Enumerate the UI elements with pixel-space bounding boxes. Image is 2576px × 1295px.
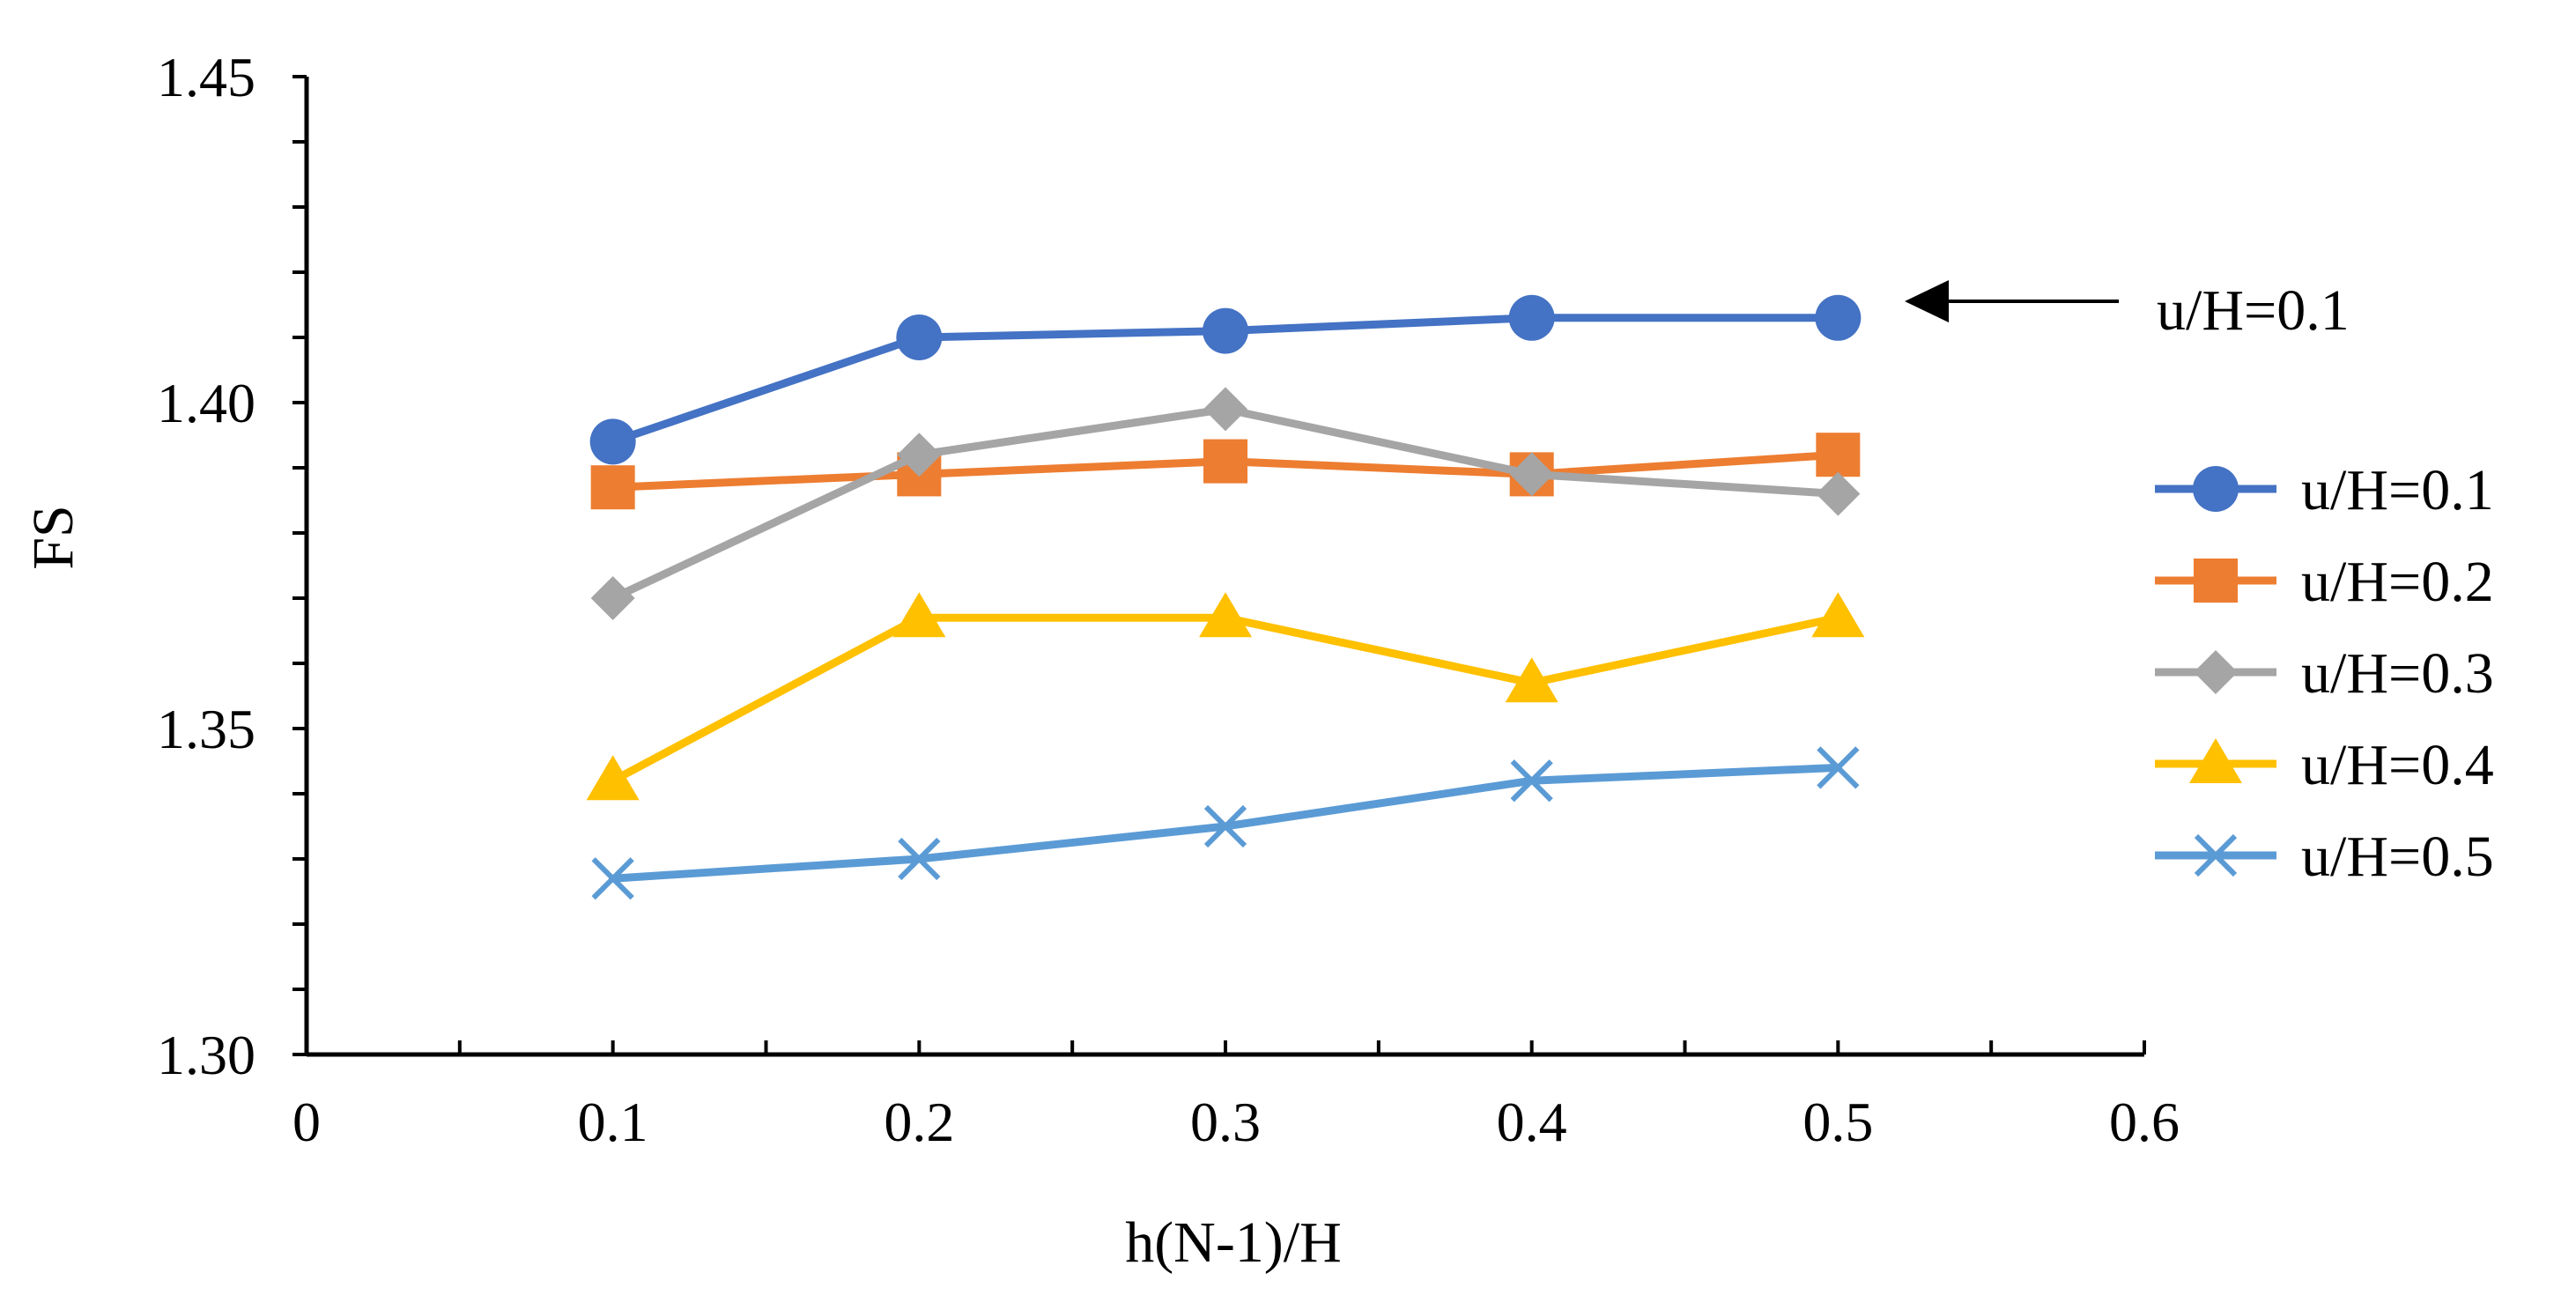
data-point	[898, 837, 941, 881]
legend-marker	[2194, 559, 2238, 603]
data-point	[591, 857, 634, 900]
legend-marker	[2194, 650, 2238, 694]
data-point	[1816, 471, 1861, 516]
x-tick-label: 0.3	[1190, 1091, 1261, 1153]
y-axis-title: FS	[21, 505, 85, 569]
legend-item: u/H=0.1	[2155, 458, 2494, 522]
legend-item: u/H=0.5	[2155, 825, 2494, 889]
legend-marker	[2194, 833, 2238, 877]
legend-label: u/H=0.5	[2301, 825, 2494, 889]
y-tick-label: 1.40	[157, 372, 255, 434]
legend-label: u/H=0.4	[2301, 733, 2494, 797]
series-layer	[586, 294, 1865, 900]
data-point	[1811, 592, 1865, 638]
annotation-arrow-head	[1905, 280, 1949, 322]
x-tick-label: 0.4	[1497, 1091, 1567, 1153]
data-point	[1203, 439, 1247, 484]
data-point	[1199, 592, 1252, 638]
y-tick-label: 1.45	[157, 46, 255, 108]
data-point	[589, 418, 636, 465]
annotation: u/H=0.1	[1905, 278, 2350, 343]
data-point	[1203, 307, 1248, 354]
x-tick-label: 0.6	[2109, 1091, 2180, 1153]
series-3	[590, 387, 1861, 620]
data-point	[1817, 746, 1860, 789]
series-line	[609, 613, 1842, 785]
data-point	[586, 755, 640, 801]
series-2	[590, 433, 1861, 510]
data-point	[1505, 657, 1558, 703]
legend-item: u/H=0.4	[2155, 733, 2494, 797]
annotation-text: u/H=0.1	[2157, 278, 2350, 343]
data-point	[1203, 387, 1247, 432]
series-line	[609, 404, 1842, 603]
legend-item: u/H=0.3	[2155, 641, 2494, 706]
data-point	[1508, 294, 1555, 341]
data-point	[897, 433, 942, 477]
x-tick-label: 0.5	[1802, 1091, 1873, 1153]
x-tick-label: 0.1	[578, 1091, 648, 1153]
data-point	[1816, 433, 1861, 477]
data-point	[1815, 294, 1862, 341]
data-point	[896, 314, 943, 360]
legend-marker	[2193, 466, 2239, 512]
axes: 1.30 1.35 1.40 1.45 0 0.1 0.2 0.3 0.4 0.5 0.6	[157, 46, 2180, 1153]
series-4	[586, 592, 1865, 801]
y-tick-label: 1.30	[157, 1024, 255, 1086]
data-point	[590, 465, 635, 510]
data-point	[1510, 759, 1553, 803]
legend-item: u/H=0.2	[2155, 550, 2494, 614]
y-tick-label: 1.35	[157, 698, 255, 760]
legend-label: u/H=0.3	[2301, 641, 2494, 706]
legend-label: u/H=0.1	[2301, 458, 2494, 522]
x-axis-title: h(N-1)/H	[1125, 1210, 1342, 1275]
legend-label: u/H=0.2	[2301, 550, 2494, 614]
x-tick-label: 0.2	[884, 1091, 954, 1153]
data-point	[1203, 804, 1247, 848]
data-point	[892, 592, 946, 638]
data-point	[590, 576, 635, 620]
series-1	[589, 294, 1862, 465]
data-point	[1509, 452, 1554, 497]
legend: u/H=0.1 u/H=0.2 u/H=0.3 u/H=0.4 u/H=0.5	[2155, 458, 2494, 889]
x-tick-label: 0	[292, 1091, 321, 1153]
legend-marker	[2189, 738, 2242, 783]
series-5	[591, 746, 1860, 900]
